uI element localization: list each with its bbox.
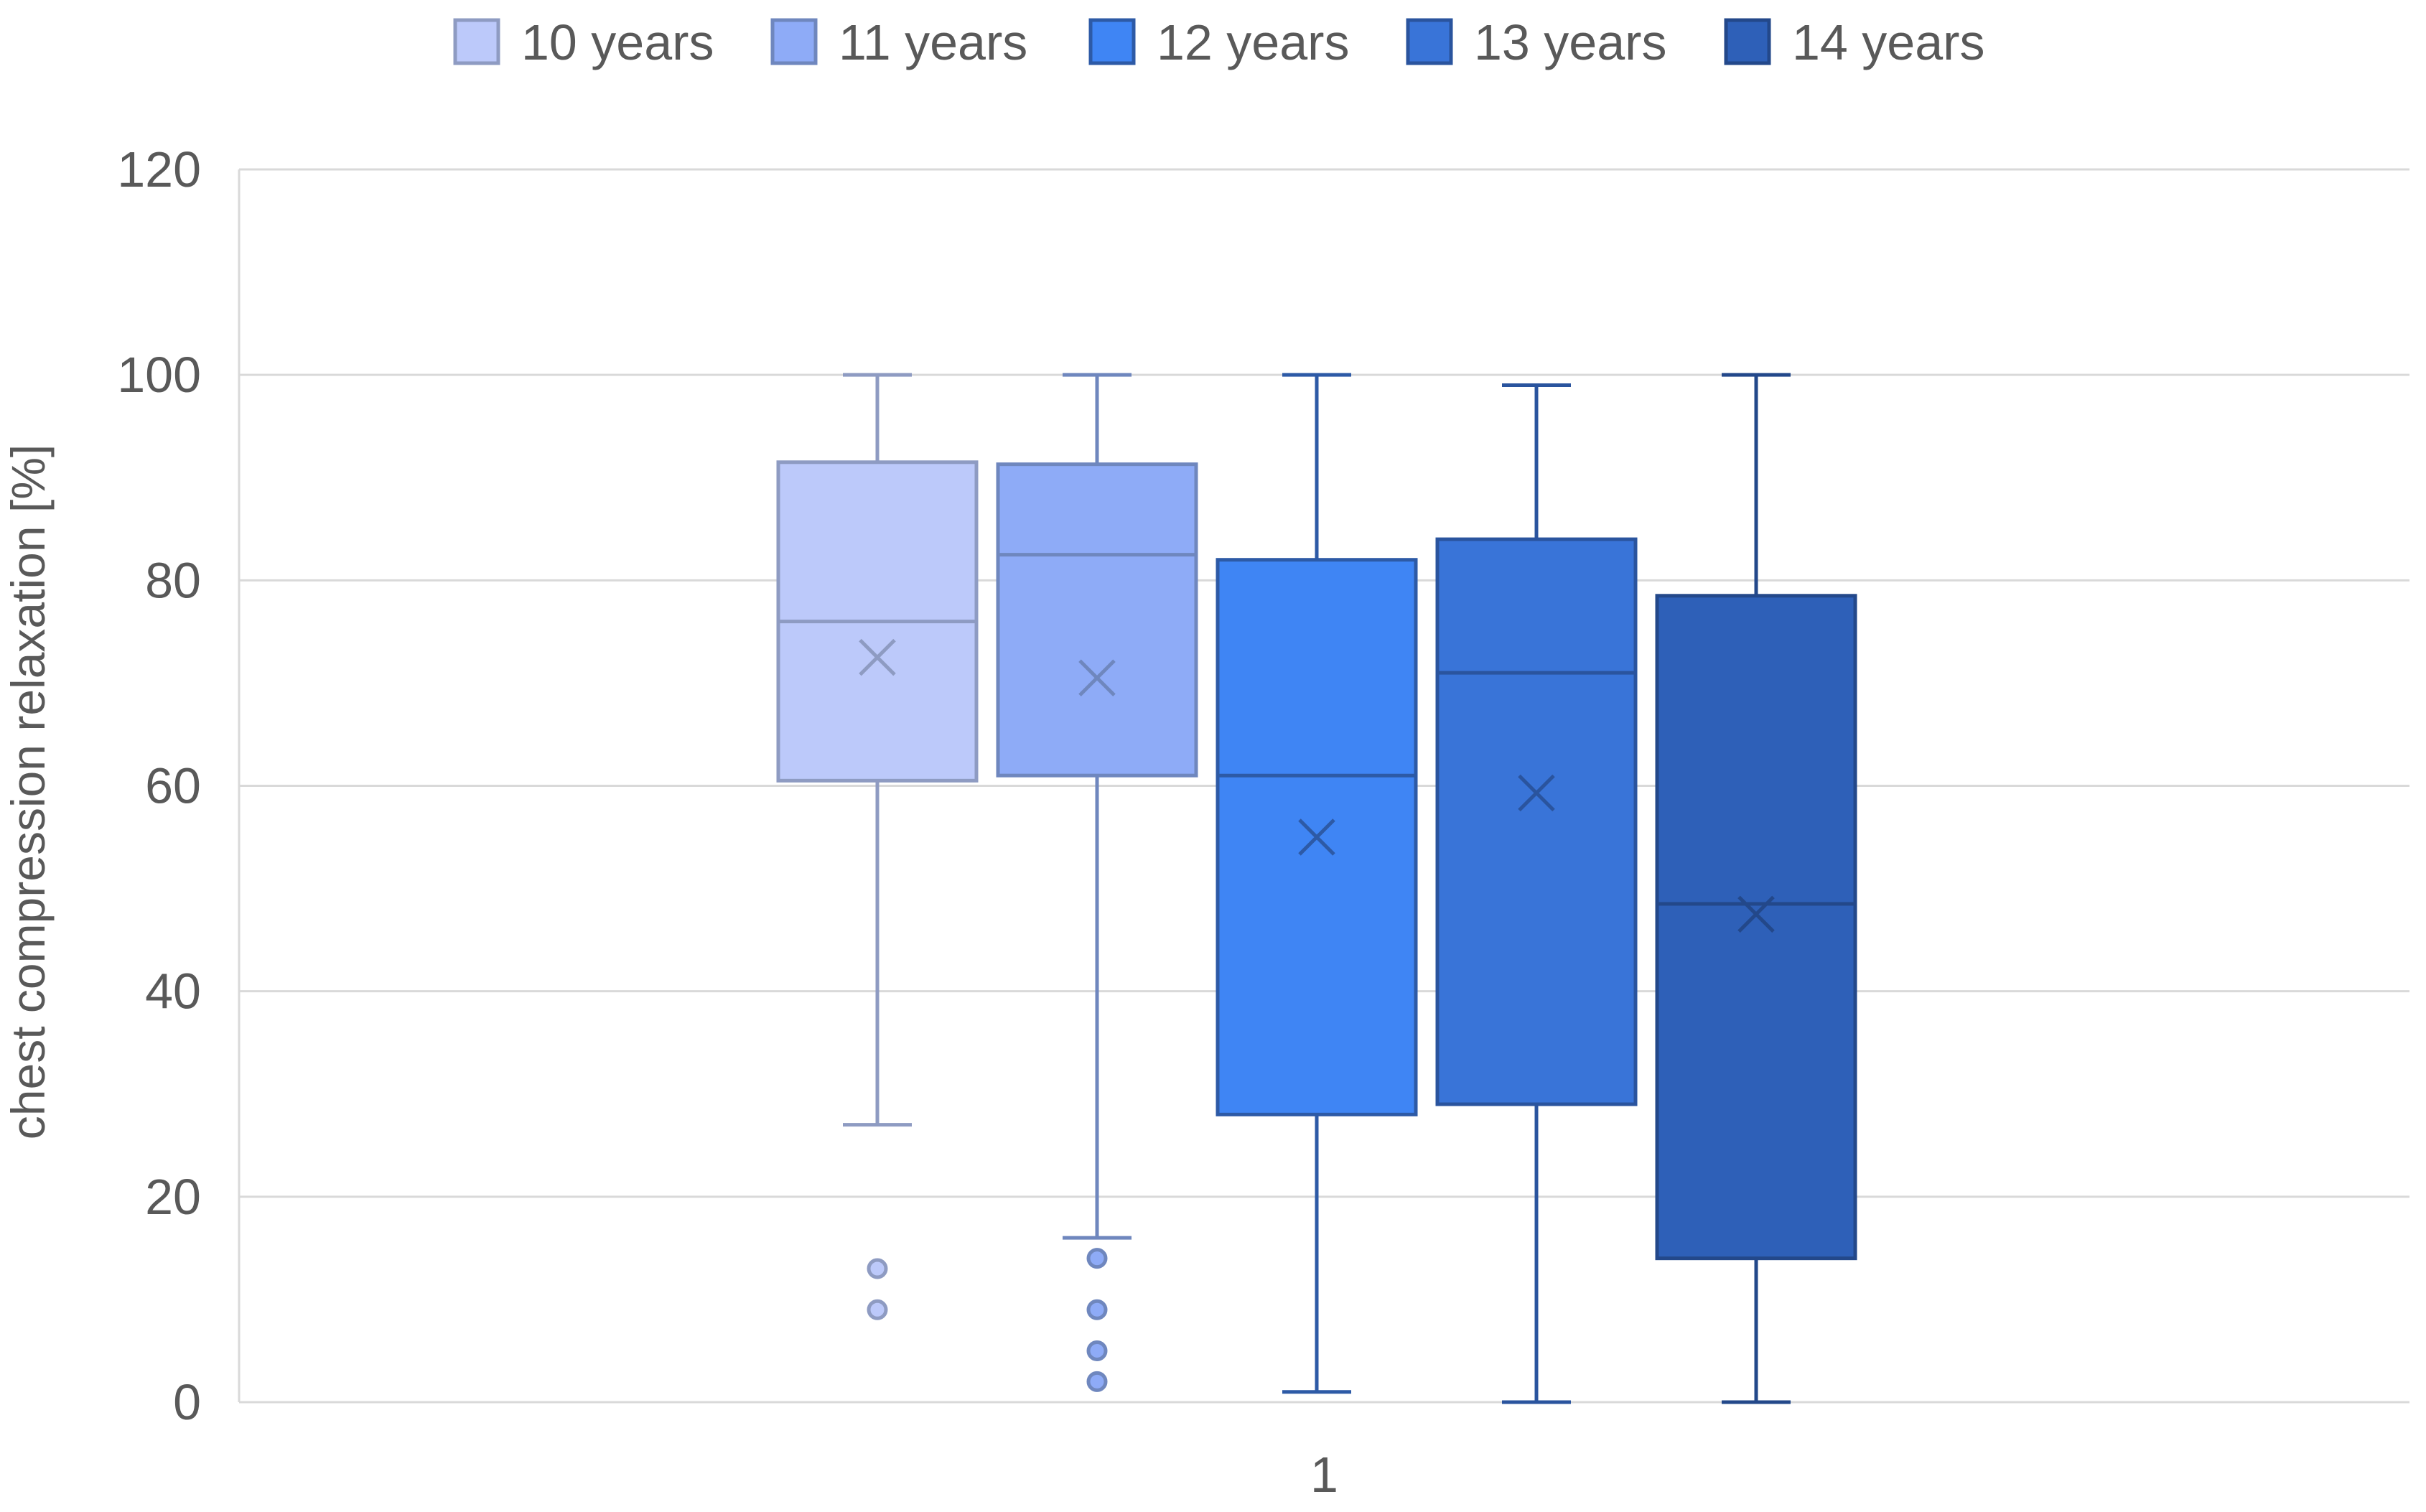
box-series <box>776 373 1857 1404</box>
x-axis: 1 <box>239 1401 2409 1503</box>
legend-swatch <box>1088 18 1136 65</box>
legend-label: 10 years <box>521 14 714 70</box>
legend-item: 11 years <box>770 14 1027 70</box>
mean-marker <box>1078 659 1116 697</box>
mean-marker <box>1298 818 1335 856</box>
y-tick-label: 120 <box>117 141 201 197</box>
y-tick-label: 60 <box>145 758 201 814</box>
outlier-point <box>867 1258 888 1279</box>
box-12-years <box>1216 373 1418 1394</box>
mean-marker <box>859 638 896 676</box>
mean-marker <box>1737 895 1775 933</box>
legend-item: 12 years <box>1088 14 1349 70</box>
box-13-years <box>1435 383 1638 1404</box>
iqr-box <box>1435 537 1638 1106</box>
legend-label: 14 years <box>1792 14 1984 70</box>
x-tick-label: 1 <box>1310 1447 1338 1503</box>
outlier-point <box>1086 1248 1108 1269</box>
y-tick-label: 80 <box>145 552 201 608</box>
box-14-years <box>1655 373 1857 1404</box>
iqr-box <box>996 462 1198 778</box>
legend-item: 10 years <box>453 14 714 70</box>
y-axis-title: chest compression relaxation [%] <box>1 444 55 1139</box>
legend-swatch <box>1406 18 1453 65</box>
legend-label: 13 years <box>1474 14 1666 70</box>
y-tick-label: 100 <box>117 347 201 403</box>
outlier-point <box>1086 1340 1108 1361</box>
y-axis: 0 20 40 60 80 100 120 <box>117 141 241 1430</box>
legend-label: 11 years <box>839 14 1027 70</box>
outlier-point <box>1086 1299 1108 1320</box>
box-11-years <box>996 373 1198 1392</box>
legend-swatch <box>453 18 500 65</box>
y-tick-label: 40 <box>145 963 201 1019</box>
mean-marker <box>1518 774 1555 812</box>
legend-item: 13 years <box>1406 14 1666 70</box>
outlier-point <box>1086 1371 1108 1392</box>
iqr-box <box>1655 594 1857 1261</box>
legend-item: 14 years <box>1724 14 1984 70</box>
iqr-box <box>1216 558 1418 1116</box>
legend-swatch <box>1724 18 1771 65</box>
legend: 10 years 11 years 12 years 13 years 14 years <box>453 14 1984 70</box>
legend-swatch <box>770 18 818 65</box>
outlier-point <box>867 1299 888 1320</box>
y-tick-label: 0 <box>173 1374 201 1430</box>
y-tick-label: 20 <box>145 1169 201 1225</box>
legend-label: 12 years <box>1157 14 1349 70</box>
box-10-years <box>776 373 979 1320</box>
